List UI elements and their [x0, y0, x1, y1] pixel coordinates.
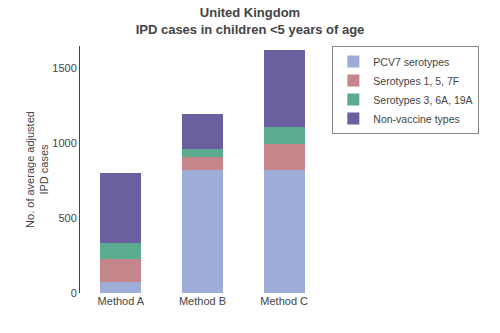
svg-text:PCV7 serotypes: PCV7 serotypes	[373, 56, 449, 68]
svg-text:Non-vaccine types: Non-vaccine types	[373, 113, 459, 125]
svg-text:No. of average adjustedIPD cas: No. of average adjustedIPD cases	[24, 111, 50, 228]
svg-text:Serotypes 1, 5, 7F: Serotypes 1, 5, 7F	[373, 75, 459, 87]
svg-text:Serotypes 3, 6A, 19A: Serotypes 3, 6A, 19A	[373, 94, 472, 106]
svg-text:United KingdomIPD cases in chi: United KingdomIPD cases in children <5 y…	[136, 5, 365, 37]
svg-text:0: 0	[71, 287, 77, 299]
svg-text:1000: 1000	[52, 137, 76, 149]
svg-text:Method C: Method C	[260, 295, 308, 307]
svg-text:500: 500	[58, 212, 76, 224]
svg-text:Method B: Method B	[179, 295, 226, 307]
svg-text:1500: 1500	[52, 62, 76, 74]
svg-text:Method A: Method A	[98, 295, 145, 307]
